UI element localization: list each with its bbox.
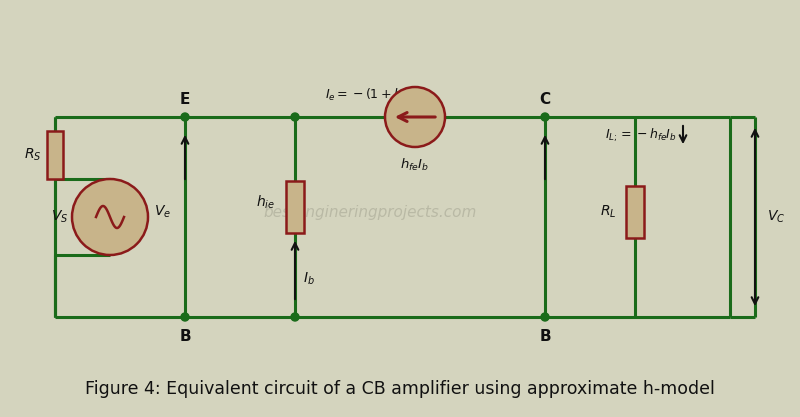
Text: $R_S$: $R_S$ — [24, 147, 42, 163]
Text: $R_L$: $R_L$ — [600, 204, 616, 220]
Circle shape — [291, 113, 299, 121]
Text: C: C — [539, 92, 550, 107]
Circle shape — [541, 313, 549, 321]
Circle shape — [72, 179, 148, 255]
Text: Figure 4: Equivalent circuit of a CB amplifier using approximate h-model: Figure 4: Equivalent circuit of a CB amp… — [85, 380, 715, 398]
Text: $h_{ie}$: $h_{ie}$ — [257, 193, 275, 211]
Text: $V_e$: $V_e$ — [154, 204, 171, 220]
Text: B: B — [539, 329, 551, 344]
Text: $I_{L;}=-h_{fe}I_b$: $I_{L;}=-h_{fe}I_b$ — [605, 126, 677, 144]
Text: $V_S$: $V_S$ — [51, 209, 69, 225]
Circle shape — [541, 113, 549, 121]
Text: B: B — [179, 329, 191, 344]
Text: $V_C$: $V_C$ — [767, 209, 786, 225]
FancyBboxPatch shape — [47, 131, 63, 179]
Circle shape — [385, 87, 445, 147]
FancyBboxPatch shape — [626, 186, 644, 238]
Text: bestengineringprojects.com: bestengineringprojects.com — [263, 204, 477, 219]
Text: $I_e=-(1+h_{fe}I_b)$: $I_e=-(1+h_{fe}I_b)$ — [325, 87, 426, 103]
Circle shape — [181, 313, 189, 321]
Circle shape — [291, 313, 299, 321]
Text: $I_b$: $I_b$ — [303, 271, 315, 287]
Circle shape — [181, 113, 189, 121]
Text: E: E — [180, 92, 190, 107]
Text: $h_{fe}I_b$: $h_{fe}I_b$ — [401, 157, 430, 173]
FancyBboxPatch shape — [286, 181, 304, 233]
